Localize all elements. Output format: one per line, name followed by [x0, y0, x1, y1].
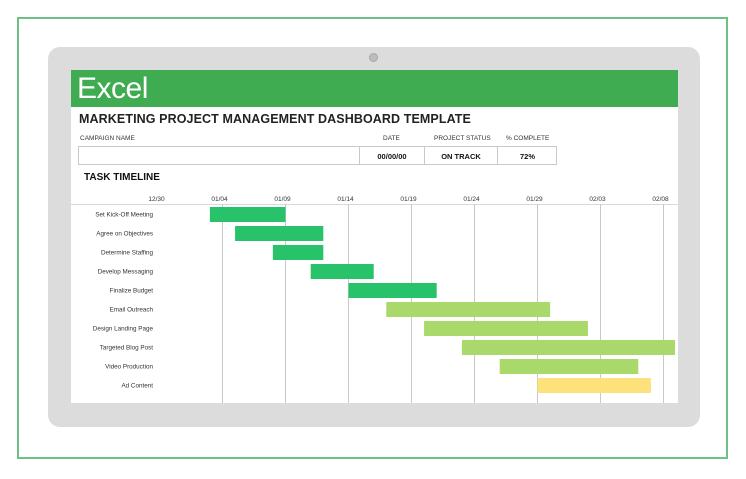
task-bar[interactable]	[310, 264, 374, 279]
task-label: Ad Content	[121, 383, 153, 390]
x-tick-label: 12/30	[148, 196, 165, 203]
excel-header-band: Excel	[71, 70, 678, 107]
task-bar[interactable]	[537, 378, 651, 393]
task-bar[interactable]	[461, 340, 675, 355]
info-separator	[424, 146, 425, 165]
task-label: Determine Staffing	[101, 250, 154, 257]
task-bar[interactable]	[424, 321, 588, 336]
excel-logo: Excel	[77, 72, 148, 105]
project-status-cell[interactable]: ON TRACK	[441, 152, 481, 161]
spreadsheet-screen: Excel MARKETING PROJECT MANAGEMENT DASHB…	[71, 70, 678, 403]
project-status-header: PROJECT STATUS	[434, 135, 491, 142]
outer-frame	[17, 17, 728, 459]
task-label: Develop Messaging	[98, 269, 154, 276]
task-label: Design Landing Page	[93, 326, 154, 333]
x-tick-label: 02/03	[589, 196, 606, 203]
date-cell[interactable]: 00/00/00	[377, 152, 407, 161]
task-timeline-title: TASK TIMELINE	[84, 172, 160, 183]
task-label: Targeted Blog Post	[100, 345, 153, 352]
percent-complete-header: % COMPLETE	[506, 135, 550, 142]
x-tick-label: 01/09	[274, 196, 291, 203]
task-bar[interactable]	[209, 207, 286, 222]
x-tick-label: 02/08	[652, 196, 669, 203]
x-tick-label: 01/19	[400, 196, 417, 203]
task-label: Set Kick-Off Meeting	[95, 212, 153, 219]
task-bar[interactable]	[499, 359, 639, 374]
task-bar[interactable]	[272, 245, 324, 260]
task-bar[interactable]	[348, 283, 437, 298]
info-row	[78, 146, 557, 165]
x-tick-label: 01/24	[463, 196, 480, 203]
campaign-name-header: CAMPAIGN NAME	[80, 135, 135, 142]
gantt-chart: 12/30 01/04 01/09 01/14 01/19 01/24 01/29 02/03…	[71, 196, 678, 403]
date-header: DATE	[383, 135, 400, 142]
task-label: Video Production	[105, 364, 153, 371]
task-bar[interactable]	[235, 226, 324, 241]
task-bar[interactable]	[386, 302, 551, 317]
info-separator	[497, 146, 498, 165]
info-separator	[359, 146, 360, 165]
task-label: Finalize Budget	[110, 288, 154, 295]
task-label: Agree on Objectives	[96, 231, 153, 238]
dashboard-title: MARKETING PROJECT MANAGEMENT DASHBOARD T…	[79, 112, 471, 126]
webcam-icon	[369, 53, 378, 62]
task-label: Email Outreach	[110, 307, 154, 314]
x-tick-label: 01/04	[211, 196, 228, 203]
percent-complete-cell[interactable]: 72%	[519, 152, 535, 161]
x-tick-label: 01/29	[526, 196, 543, 203]
x-tick-label: 01/14	[337, 196, 354, 203]
